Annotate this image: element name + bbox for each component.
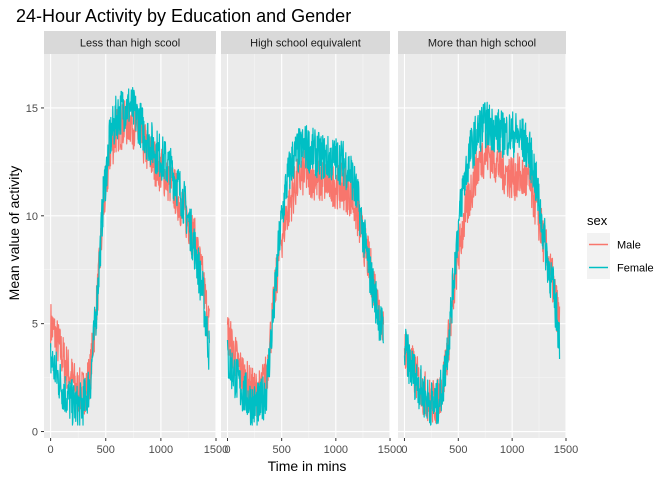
facet-strip-label: High school equivalent xyxy=(250,38,361,50)
x-tick-label: 500 xyxy=(449,444,467,456)
series-line-male xyxy=(403,133,561,424)
facet-strip-label: Less than high scool xyxy=(80,38,180,50)
series-line-female xyxy=(403,101,561,426)
x-tick-label: 0 xyxy=(224,444,230,456)
facet-strip-label: More than high school xyxy=(428,38,536,50)
facet-panels: Less than high scool High school equivale… xyxy=(44,31,567,438)
x-tick-label: 1000 xyxy=(500,444,524,456)
x-tick-label: 1500 xyxy=(378,444,402,456)
legend: sex Male Female xyxy=(587,213,654,279)
x-tick-label: 1000 xyxy=(149,444,173,456)
legend-entries: Male Female xyxy=(587,233,654,279)
x-tick-label: 0 xyxy=(48,444,54,456)
y-tick-label: 15 xyxy=(26,103,38,115)
facet-panel: More than high school xyxy=(398,31,567,438)
y-tick-label: 5 xyxy=(32,319,38,331)
legend-label-male: Male xyxy=(617,240,641,252)
facet-strip xyxy=(221,31,390,54)
y-axis-title: Mean value of activity xyxy=(6,166,22,301)
y-tick-label: 0 xyxy=(32,427,38,439)
facet-strip xyxy=(398,31,566,54)
legend-title: sex xyxy=(587,213,608,228)
chart-title: 24-Hour Activity by Education and Gender xyxy=(16,6,351,26)
legend-label-female: Female xyxy=(617,263,654,275)
series-line-female xyxy=(50,87,210,426)
y-axis: 0 5 10 15 xyxy=(26,103,44,439)
x-axis-title: Time in mins xyxy=(268,458,347,474)
x-tick-label: 500 xyxy=(272,444,290,456)
x-tick-label: 500 xyxy=(97,444,115,456)
x-tick-label: 0 xyxy=(401,444,407,456)
facet-panel: Less than high scool xyxy=(44,31,217,438)
x-tick-label: 1000 xyxy=(324,444,348,456)
facet-strip xyxy=(44,31,216,54)
y-tick-label: 10 xyxy=(26,211,38,223)
x-tick-label: 1500 xyxy=(204,444,228,456)
x-tick-label: 1500 xyxy=(554,444,578,456)
series-line-female xyxy=(226,125,385,426)
facet-panel: High school equivalent xyxy=(221,31,391,438)
